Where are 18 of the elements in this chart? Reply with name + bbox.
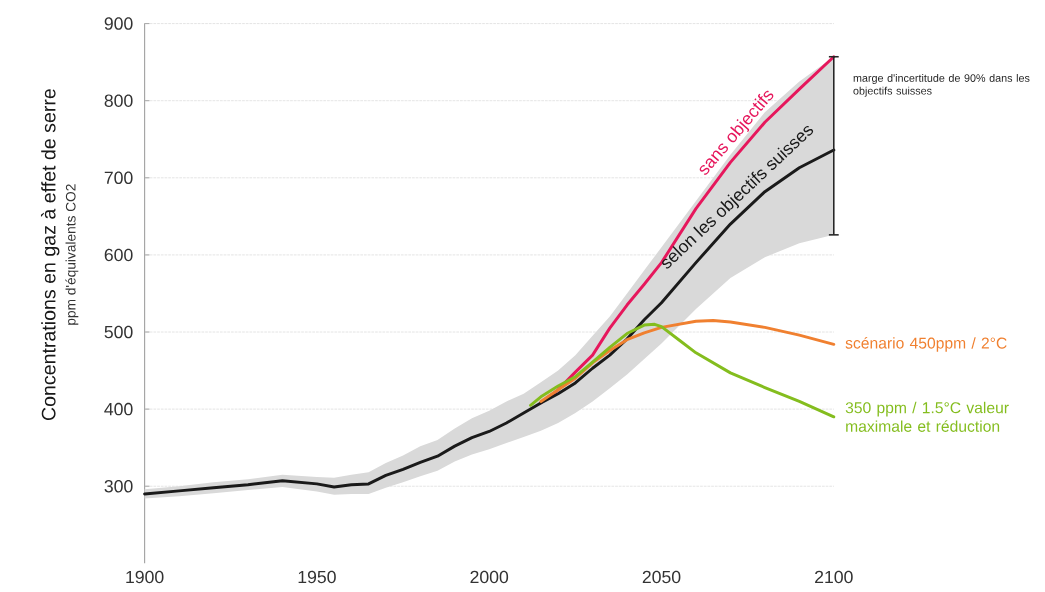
y-tick-label: 900: [104, 17, 133, 30]
y-tick-label: 500: [104, 325, 133, 339]
x-tick-label: 2000: [470, 570, 509, 584]
y-tick-label: 800: [104, 94, 133, 108]
y-tick-label: 600: [104, 248, 133, 262]
text: marge d'incertitude de 90% dans les objectifs suisses: [853, 74, 1030, 97]
x-tick-label: 2100: [815, 570, 853, 584]
x-tick-label: 1950: [298, 570, 336, 584]
y-tick-label: 300: [104, 480, 133, 493]
series-label: scénario 450ppm / 2°C: [845, 337, 1007, 352]
y-tick-label: 400: [104, 402, 133, 416]
line-series: [529, 322, 836, 419]
text: ppm d'équivalents CO2: [65, 184, 79, 325]
x-tick-label: 1900: [126, 570, 164, 584]
x-tick-label: 2050: [642, 570, 681, 584]
y-tick-label: 700: [104, 171, 133, 185]
series-label: 350 ppm / 1.5°C valeur maximale et réduction: [845, 401, 1009, 432]
y-axis-title: Concentrations en gaz à effet de serre: [40, 89, 60, 421]
